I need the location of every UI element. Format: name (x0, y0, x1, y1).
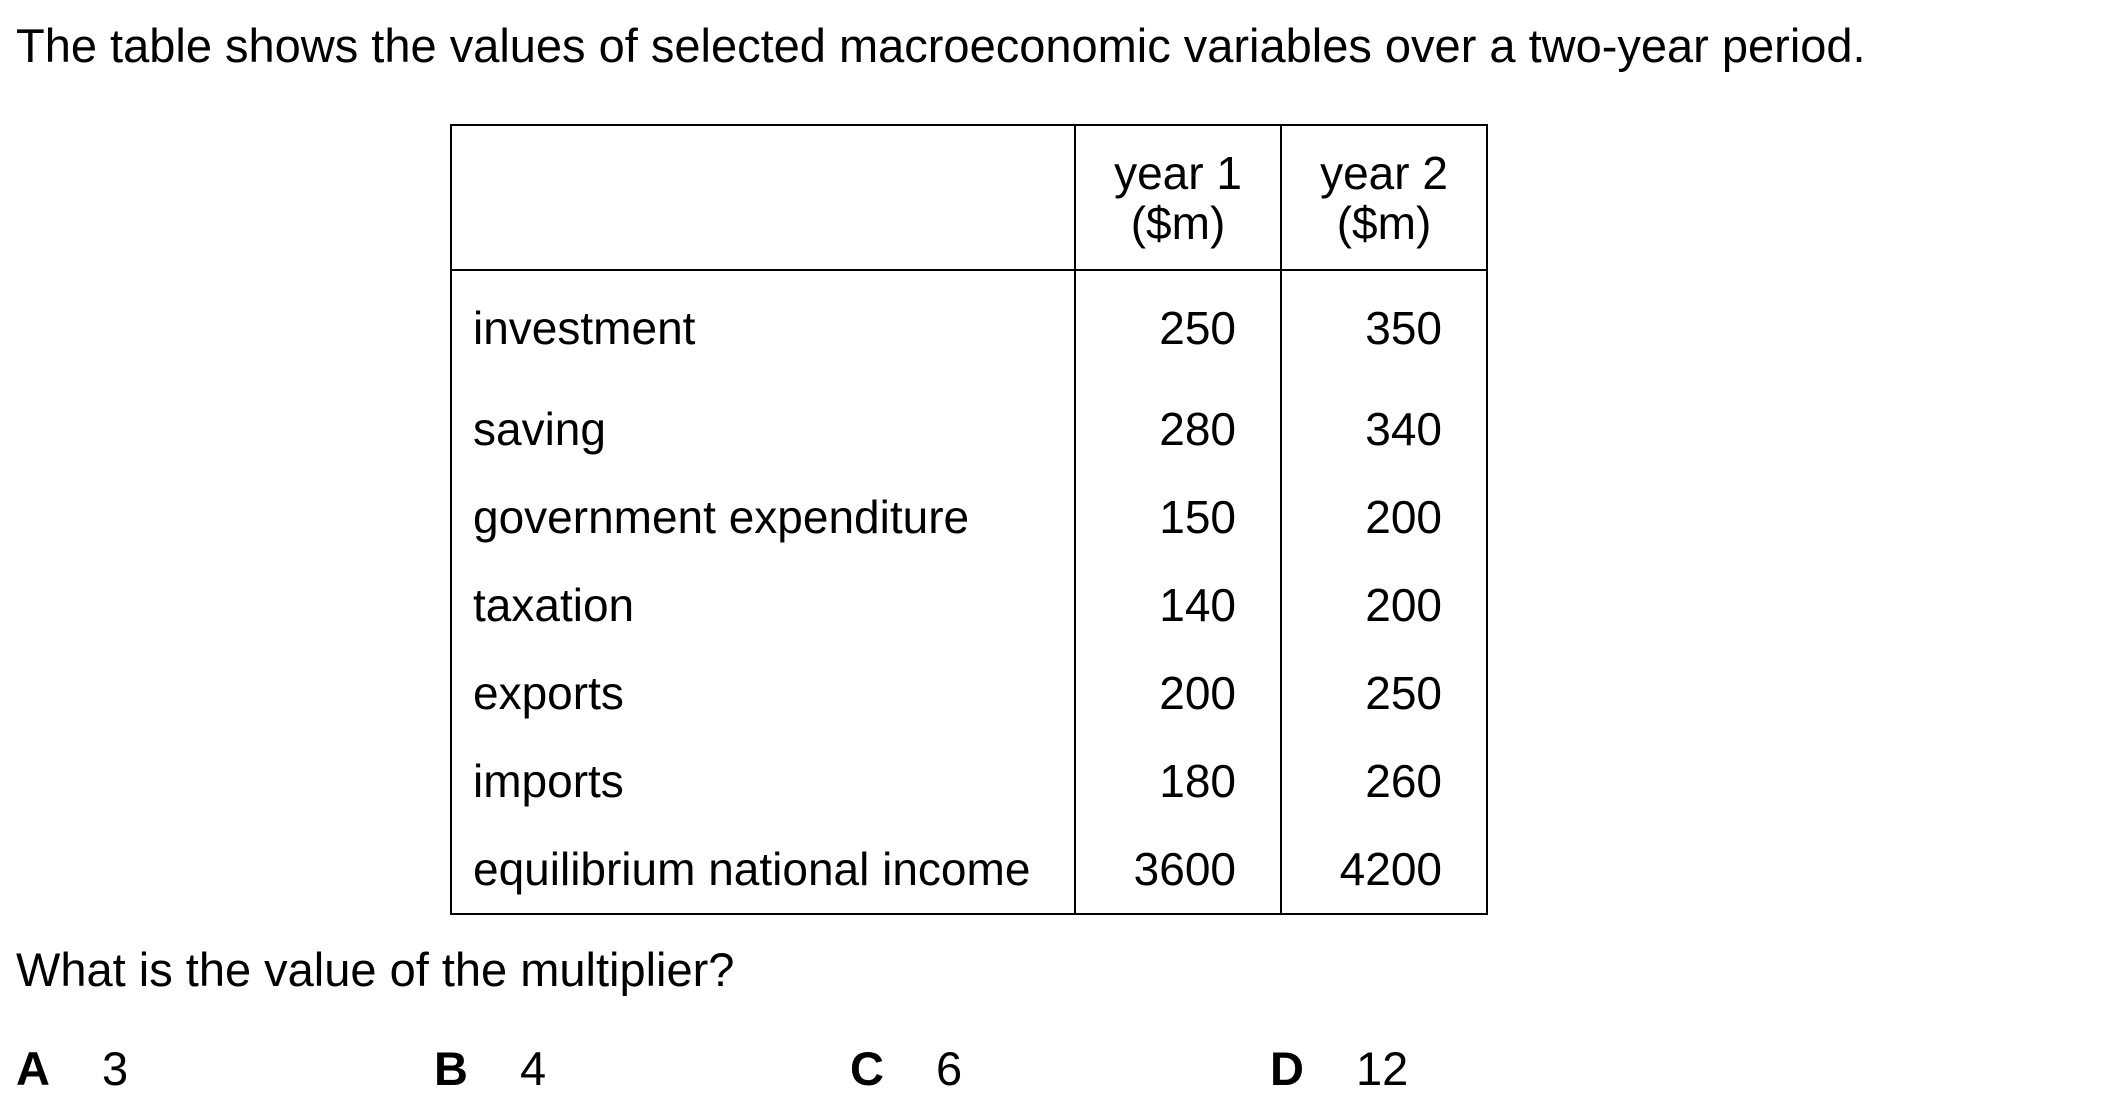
option-letter: B (434, 1042, 468, 1095)
table-row: saving 280 340 (450, 385, 1488, 473)
row-year-2-value: 4200 (1280, 825, 1488, 915)
option-value: 4 (520, 1042, 547, 1095)
table-header-row: year 1 ($m) year 2 ($m) (450, 124, 1488, 271)
row-year-1-value: 3600 (1074, 825, 1282, 915)
row-year-2-value: 260 (1280, 737, 1488, 825)
row-year-2-value: 350 (1280, 270, 1488, 385)
row-label: imports (450, 737, 1076, 825)
row-label: equilibrium national income (450, 825, 1076, 915)
option-letter: D (1270, 1042, 1304, 1095)
header-year-2-label: year 2 (1320, 146, 1448, 199)
row-year-2-value: 200 (1280, 473, 1488, 561)
table-row: government expenditure 150 200 (450, 473, 1488, 561)
table-row: investment 250 350 (450, 270, 1488, 385)
option-b[interactable]: B 4 (434, 1041, 546, 1097)
row-year-1-value: 200 (1074, 649, 1282, 737)
header-year-1-label: year 1 (1114, 146, 1242, 199)
row-year-2-value: 200 (1280, 561, 1488, 649)
option-c[interactable]: C 6 (850, 1041, 962, 1097)
question-text: What is the value of the multiplier? (16, 943, 735, 996)
row-year-1-value: 250 (1074, 270, 1282, 385)
option-d[interactable]: D 12 (1270, 1041, 1408, 1097)
row-label: exports (450, 649, 1076, 737)
option-value: 6 (936, 1042, 963, 1095)
header-year-2-unit: ($m) (1336, 196, 1432, 249)
table-row: imports 180 260 (450, 737, 1488, 825)
option-value: 3 (102, 1042, 129, 1095)
row-year-1-value: 140 (1074, 561, 1282, 649)
answer-options: A 3 B 4 C 6 D 12 (0, 1041, 2101, 1097)
table-row: equilibrium national income 3600 4200 (450, 825, 1488, 915)
row-year-1-value: 150 (1074, 473, 1282, 561)
table-row: exports 200 250 (450, 649, 1488, 737)
option-a[interactable]: A 3 (16, 1041, 128, 1097)
table-row: taxation 140 200 (450, 561, 1488, 649)
option-letter: C (850, 1042, 884, 1095)
row-year-2-value: 250 (1280, 649, 1488, 737)
row-label: investment (450, 270, 1076, 385)
intro-text: The table shows the values of selected m… (16, 19, 1866, 72)
row-label: taxation (450, 561, 1076, 649)
row-year-1-value: 280 (1074, 385, 1282, 473)
header-year-1: year 1 ($m) (1074, 124, 1282, 271)
row-label: saving (450, 385, 1076, 473)
header-blank-cell (450, 124, 1076, 271)
header-year-1-unit: ($m) (1130, 196, 1226, 249)
header-year-2: year 2 ($m) (1280, 124, 1488, 271)
option-value: 12 (1356, 1042, 1409, 1095)
row-year-1-value: 180 (1074, 737, 1282, 825)
row-label: government expenditure (450, 473, 1076, 561)
row-year-2-value: 340 (1280, 385, 1488, 473)
option-letter: A (16, 1042, 50, 1095)
macro-variables-table: year 1 ($m) year 2 ($m) investment 250 3… (450, 124, 1488, 915)
